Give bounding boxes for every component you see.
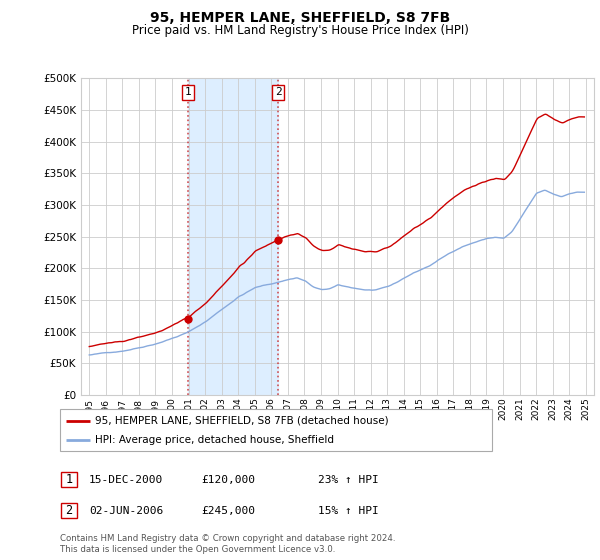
Text: 2: 2 <box>275 87 281 97</box>
Text: 23% ↑ HPI: 23% ↑ HPI <box>318 475 379 485</box>
Text: Price paid vs. HM Land Registry's House Price Index (HPI): Price paid vs. HM Land Registry's House … <box>131 24 469 37</box>
Text: 95, HEMPER LANE, SHEFFIELD, S8 7FB: 95, HEMPER LANE, SHEFFIELD, S8 7FB <box>150 11 450 25</box>
Text: Contains HM Land Registry data © Crown copyright and database right 2024.
This d: Contains HM Land Registry data © Crown c… <box>60 534 395 554</box>
Text: £245,000: £245,000 <box>201 506 255 516</box>
Bar <box>188 78 278 395</box>
Text: 95, HEMPER LANE, SHEFFIELD, S8 7FB (detached house): 95, HEMPER LANE, SHEFFIELD, S8 7FB (deta… <box>95 416 388 426</box>
FancyBboxPatch shape <box>61 473 77 487</box>
Text: 1: 1 <box>65 473 73 487</box>
Text: 15-DEC-2000: 15-DEC-2000 <box>89 475 163 485</box>
Text: HPI: Average price, detached house, Sheffield: HPI: Average price, detached house, Shef… <box>95 435 334 445</box>
Text: 2: 2 <box>65 504 73 517</box>
FancyBboxPatch shape <box>60 409 492 451</box>
Text: 15% ↑ HPI: 15% ↑ HPI <box>318 506 379 516</box>
FancyBboxPatch shape <box>61 503 77 519</box>
Text: £120,000: £120,000 <box>201 475 255 485</box>
Text: 02-JUN-2006: 02-JUN-2006 <box>89 506 163 516</box>
Text: 1: 1 <box>184 87 191 97</box>
